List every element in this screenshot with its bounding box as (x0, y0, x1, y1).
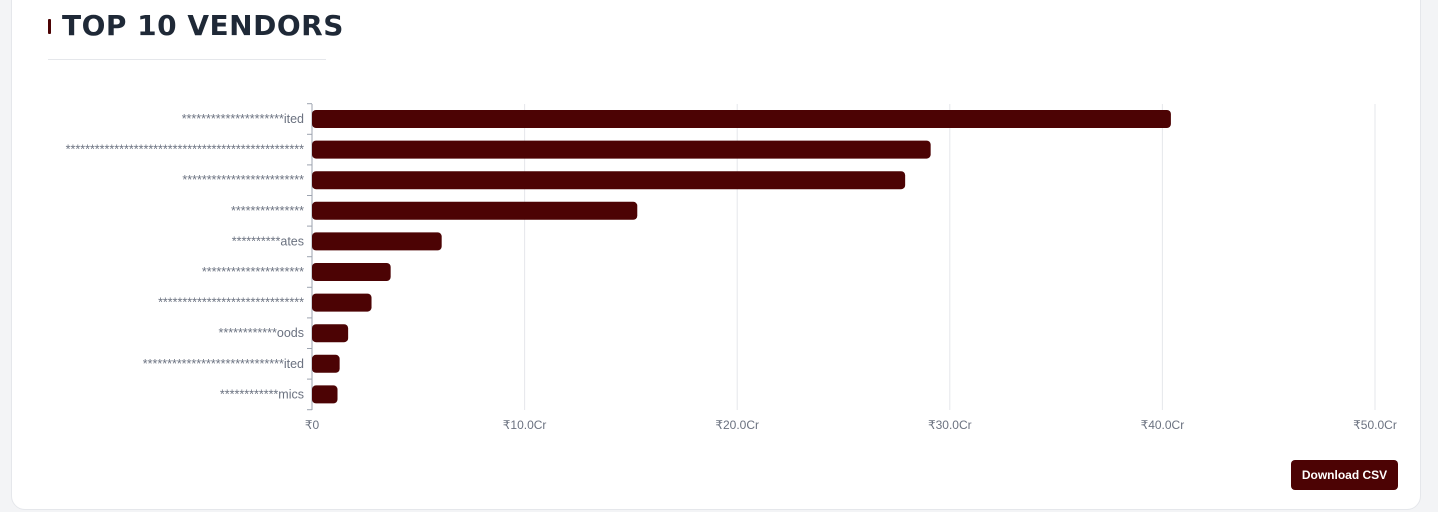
bar (312, 354, 340, 373)
category-label: ************oods (219, 326, 304, 340)
bar (312, 263, 391, 281)
x-tick-label: ₹40.0Cr (1141, 418, 1185, 432)
x-tick-label: ₹50.0Cr (1353, 418, 1397, 432)
bar (312, 110, 1171, 128)
download-csv-button[interactable]: Download CSV (1291, 460, 1398, 490)
category-label: *********************ited (182, 112, 304, 126)
category-label: ****************************************… (66, 143, 304, 157)
x-tick-label: ₹30.0Cr (928, 418, 972, 432)
category-label: ************************* (182, 173, 304, 187)
category-label: **********ates (232, 234, 304, 248)
bar (312, 171, 906, 190)
bar (312, 232, 442, 251)
category-label: *************** (231, 204, 304, 218)
bar (312, 201, 638, 220)
bar (312, 293, 372, 312)
bar (312, 324, 349, 343)
category-label: *****************************ited (143, 357, 304, 371)
bar (312, 140, 931, 159)
title-accent-bar (48, 19, 51, 34)
category-label: ********************* (202, 265, 304, 279)
category-label: ************mics (220, 387, 304, 401)
category-label: ****************************** (158, 296, 304, 310)
x-tick-label: ₹20.0Cr (715, 418, 759, 432)
bar (312, 385, 338, 404)
x-tick-label: ₹10.0Cr (503, 418, 547, 432)
vendors-card: TOP 10 VENDORS (11, 0, 1421, 510)
page-title: TOP 10 VENDORS (62, 9, 344, 42)
card-header: TOP 10 VENDORS (48, 7, 343, 60)
x-tick-label: ₹0 (305, 418, 320, 432)
